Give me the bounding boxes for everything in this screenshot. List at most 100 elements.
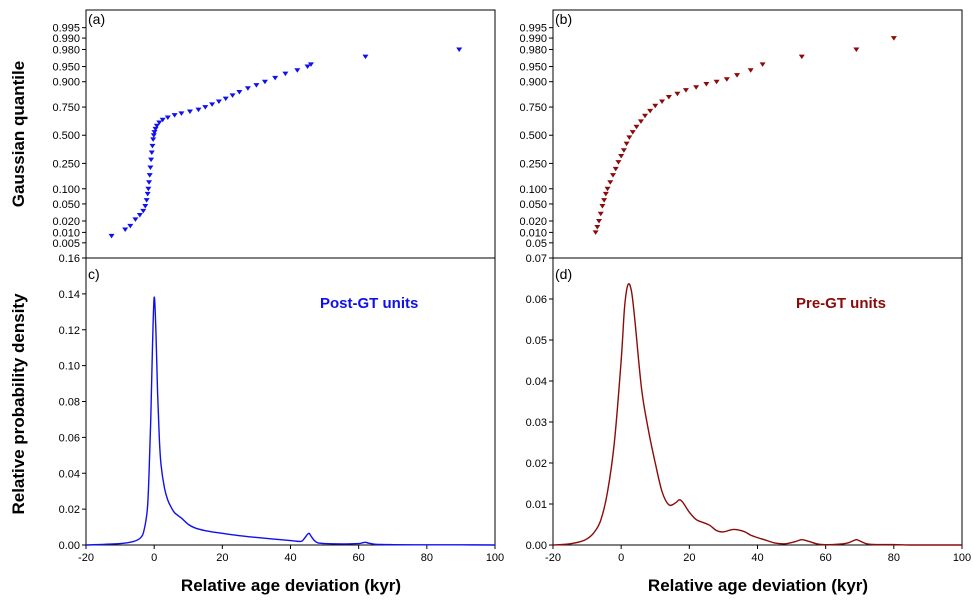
panel-c-ytick-label: 0.14 [59, 289, 80, 301]
panel-d-xtick-label: 100 [953, 552, 971, 564]
panel-a-point [122, 227, 129, 233]
panel-a-point [140, 208, 147, 214]
panel-b-label: (b) [555, 11, 572, 27]
panel-a-point [171, 113, 178, 118]
panel-a-point [282, 71, 289, 77]
panel-a-point [127, 223, 134, 229]
panel-b-point [615, 160, 622, 165]
panel-a-ytick-label: 0.950 [52, 62, 80, 74]
panel-d-ytick-label: 0.02 [526, 458, 547, 470]
panel-b-point [599, 204, 606, 209]
panel-d-xtick-label: 0 [618, 552, 624, 564]
panel-b-point [674, 91, 681, 97]
panel-b-point [592, 230, 599, 235]
panel-b-point [607, 180, 614, 185]
panel-a-point [215, 99, 222, 105]
panel-b-point [629, 130, 636, 135]
panel-b-point [723, 77, 730, 82]
panel-b-point [637, 119, 644, 124]
panel-a-ytick-label: 0.500 [52, 130, 80, 142]
panel-c-curve [85, 296, 496, 546]
panel-c-ytick-label: 0.00 [59, 540, 80, 552]
panel-a-points [108, 47, 463, 239]
panel-d-xtick-label: 60 [820, 552, 832, 564]
panel-a-point [146, 173, 153, 178]
panel-a-ytick-label: 0.020 [52, 216, 80, 228]
x-axis-title-left: Relative age deviation (kyr) [181, 576, 401, 595]
panel-b-ytick-label: 0.980 [519, 44, 547, 56]
panel-a-point [159, 117, 166, 123]
panel-a-ytick-label: 0.005 [52, 238, 80, 250]
panel-b-point [703, 82, 710, 87]
panel-b-point [626, 135, 633, 140]
panel-a-point [253, 83, 260, 88]
panel-a-ytick-label: 0.010 [52, 227, 80, 239]
panel-a-point [202, 105, 209, 110]
panel-a-ytick-label: 0.995 [52, 23, 80, 35]
panel-b-point [652, 103, 659, 109]
panel-b-point [594, 225, 601, 230]
panel-b-point [659, 99, 666, 105]
panel-c-ytick-label: 0.12 [59, 325, 80, 337]
panel-c-density-plot: 0.00 0.02 0.04 0.06 0.08 0.10 0.12 0.14 0.16 -20 0… [59, 253, 505, 564]
panel-b-ytick-label: 0.010 [519, 227, 547, 239]
panel-c-ytick-label: 0.02 [59, 504, 80, 516]
panel-a-point [456, 47, 463, 52]
panel-a-point [236, 89, 243, 95]
panel-b-point [890, 36, 897, 41]
panel-b-points [592, 36, 897, 235]
panel-a-point [144, 191, 151, 197]
panel-b-point [682, 88, 689, 93]
panel-a-point [209, 102, 216, 107]
panel-c-ytick-label: 0.04 [59, 468, 80, 480]
panel-d-xtick-label: -20 [545, 552, 561, 564]
panel-c-xtick-label: 40 [284, 552, 296, 564]
panel-a-point [156, 120, 163, 125]
panel-a-point [272, 75, 279, 81]
panel-d-ytick-label: 0.03 [526, 417, 547, 429]
panel-d-ytick-label: 0.04 [526, 376, 547, 388]
panel-b-point [647, 108, 654, 114]
panel-a-point [108, 233, 115, 239]
panel-a-point [152, 126, 159, 132]
panel-c-ytick-label: 0.06 [59, 432, 80, 444]
panel-b-ytick-label: 0.050 [519, 199, 547, 211]
panel-d-annotation: Pre-GT units [796, 295, 886, 312]
panel-d-xtick-label: 20 [683, 552, 695, 564]
panel-b-point [798, 54, 805, 60]
panel-a-point [153, 123, 160, 129]
panel-a-label: (a) [88, 11, 105, 27]
panel-b-ytick-label: 0.500 [519, 130, 547, 142]
panel-d-density-line [552, 282, 962, 546]
panel-d-label: (d) [555, 266, 572, 282]
panel-b-point [734, 73, 741, 78]
panel-a-point [195, 107, 202, 113]
panel-a-ytick-label: 0.900 [52, 77, 80, 89]
panel-b-ytick-label: 0.990 [519, 33, 547, 45]
panel-a-ytick-label: 0.980 [52, 44, 80, 56]
panel-c-annotation: Post-GT units [320, 295, 418, 312]
panel-d-ticks: 0.00 0.01 0.02 0.03 0.04 0.05 0.06 0.07 -20 0 20 40… [526, 253, 972, 564]
panel-a-point [164, 115, 171, 120]
panel-c-xtick-label: 100 [486, 552, 504, 564]
panel-d-ytick-label: 0.01 [526, 499, 547, 511]
panel-b-ytick-label: 0.250 [519, 158, 547, 170]
panel-d-ytick-label: 0.00 [526, 540, 547, 552]
panel-b-point [596, 219, 603, 224]
panel-d-density-plot: 0.00 0.01 0.02 0.03 0.04 0.05 0.06 0.07 -20 0 20 40… [526, 253, 972, 564]
panel-a-point [307, 62, 314, 67]
panel-b-point [633, 124, 640, 130]
panel-d-ytick-label: 0.06 [526, 294, 547, 306]
panel-b-point [612, 166, 619, 172]
panel-d-xtick-label: 80 [888, 552, 900, 564]
panel-b-ytick-label: 0.05 [526, 238, 547, 250]
panel-a-point [132, 217, 139, 222]
panel-a-point [186, 109, 193, 115]
panel-a-point [222, 96, 229, 102]
panel-b-ytick-label: 0.020 [519, 216, 547, 228]
panel-a-point [147, 165, 154, 170]
